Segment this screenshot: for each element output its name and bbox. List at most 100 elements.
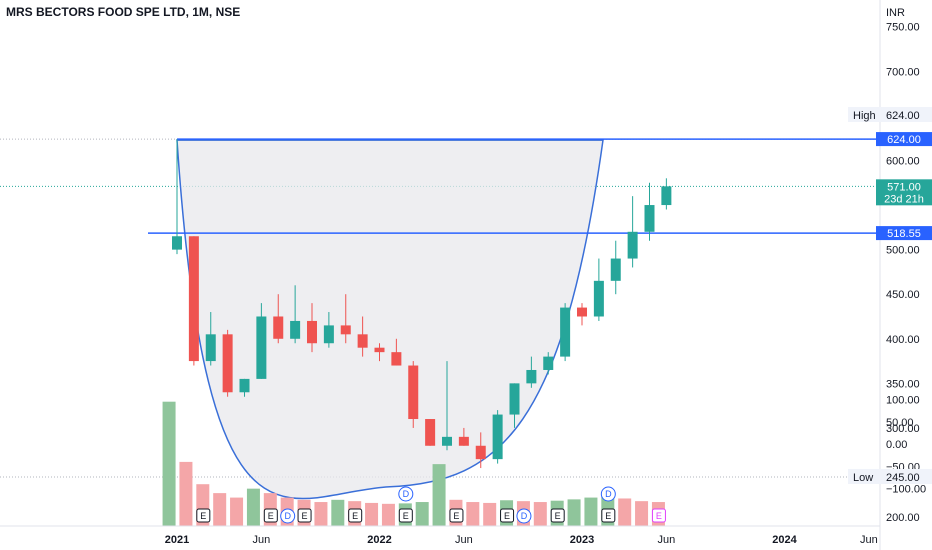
candle (256, 316, 267, 379)
price-tick-label: 700.00 (886, 66, 920, 78)
earnings-event-icon (500, 508, 515, 523)
price-tick-label: 300.00 (886, 423, 920, 435)
price-tick-label: 500.00 (886, 245, 920, 257)
earnings-event-label: E (268, 511, 274, 521)
high-badge (848, 107, 932, 123)
oscillator-tick-label: 0.00 (886, 439, 907, 451)
price-tick-label: 600.00 (886, 155, 920, 167)
oscillator-tick-label: 100.00 (886, 394, 920, 406)
candle (509, 383, 520, 415)
earnings-event-label: E (605, 511, 611, 521)
price-tick-label: 750.00 (886, 22, 920, 34)
candle (593, 280, 604, 317)
low-label: Low (853, 472, 873, 484)
candle (560, 307, 571, 357)
oscillator-bar (618, 498, 632, 526)
oscillator-tick-label: −100.00 (886, 484, 926, 496)
candles (172, 139, 672, 469)
oscillator-bar (432, 464, 446, 526)
earnings-event-label: E (453, 511, 459, 521)
time-tick-label: 2023 (570, 534, 594, 546)
oscillator-bar (162, 401, 176, 526)
candle (475, 445, 486, 460)
time-tick-label: Jun (860, 534, 878, 546)
candle (307, 320, 317, 344)
dividend-event-icon (516, 508, 532, 524)
cup-shape (176, 139, 604, 500)
oscillator-bar (483, 502, 497, 526)
oscillator-bar (381, 503, 395, 526)
candle (661, 186, 672, 206)
candle (408, 365, 419, 420)
candle (374, 347, 385, 353)
price-tick-label: 400.00 (886, 334, 920, 346)
horizontal-levels (148, 138, 880, 234)
last-price-countdown: 23d 21h (884, 193, 924, 205)
currency-label: INR (886, 7, 905, 19)
earnings-event-label: E (656, 511, 662, 521)
candle (323, 325, 334, 344)
oscillator-bar (331, 499, 345, 526)
resistance-price-tag (876, 132, 932, 147)
event-markers: E E D E E EDE E D E EDE (196, 486, 666, 524)
candle (357, 334, 368, 348)
earnings-event-label: E (555, 511, 561, 521)
dividend-event-icon (398, 486, 414, 502)
oscillator-bar (584, 497, 598, 526)
support-price-value: 518.55 (887, 228, 921, 240)
dividend-event-icon (280, 508, 296, 524)
price-tick-label: 350.00 (886, 378, 920, 390)
oscillator-bar (533, 502, 547, 526)
low-value: 245.00 (886, 472, 920, 484)
dividend-event-label: D (521, 511, 528, 521)
time-tick-label: Jun (253, 534, 271, 546)
candle (543, 356, 554, 370)
earnings-event-label: E (302, 511, 308, 521)
candle (172, 236, 182, 250)
low-badge (848, 468, 932, 484)
candle (610, 258, 621, 281)
oscillator-bar (213, 493, 227, 526)
resistance-price-value: 624.00 (887, 134, 921, 146)
candle (492, 414, 503, 460)
oscillator-bar (635, 501, 649, 526)
earnings-event-label: E (200, 511, 206, 521)
candle (644, 205, 655, 232)
dividend-event-label: D (605, 489, 612, 499)
candle (577, 307, 587, 317)
dividend-event-icon (600, 486, 616, 502)
candle (458, 436, 469, 446)
earnings-event-label: E (403, 511, 409, 521)
earnings-event-icon (196, 508, 211, 523)
oscillator-bar (466, 502, 480, 526)
high-label: High (853, 110, 876, 122)
candle (239, 378, 250, 393)
earnings-event-icon (398, 508, 413, 523)
oscillator-tick-label: 50.00 (886, 417, 914, 429)
candle (526, 369, 537, 384)
cup-pattern (176, 139, 604, 500)
candle (205, 334, 216, 362)
last-price-tag (876, 179, 932, 206)
candle (188, 236, 199, 362)
earnings-event-label: E (504, 511, 510, 521)
time-tick-label: Jun (455, 534, 473, 546)
oscillator-bar (179, 461, 193, 526)
time-tick-label: 2022 (367, 534, 391, 546)
time-tick-label: 2024 (772, 534, 797, 546)
dividend-event-label: D (403, 489, 410, 499)
price-tick-label: 450.00 (886, 289, 920, 301)
dividend-event-label: D (284, 511, 291, 521)
candle (627, 231, 638, 259)
oscillator-bar (314, 502, 328, 526)
earnings-event-icon (263, 508, 278, 523)
candle (340, 325, 351, 335)
oscillator-bar (246, 488, 260, 526)
earnings-event-label: E (352, 511, 358, 521)
candle (425, 419, 436, 446)
oscillator-bar (365, 502, 379, 526)
oscillator-bar (230, 497, 244, 526)
time-tick-label: 2021 (165, 534, 189, 546)
